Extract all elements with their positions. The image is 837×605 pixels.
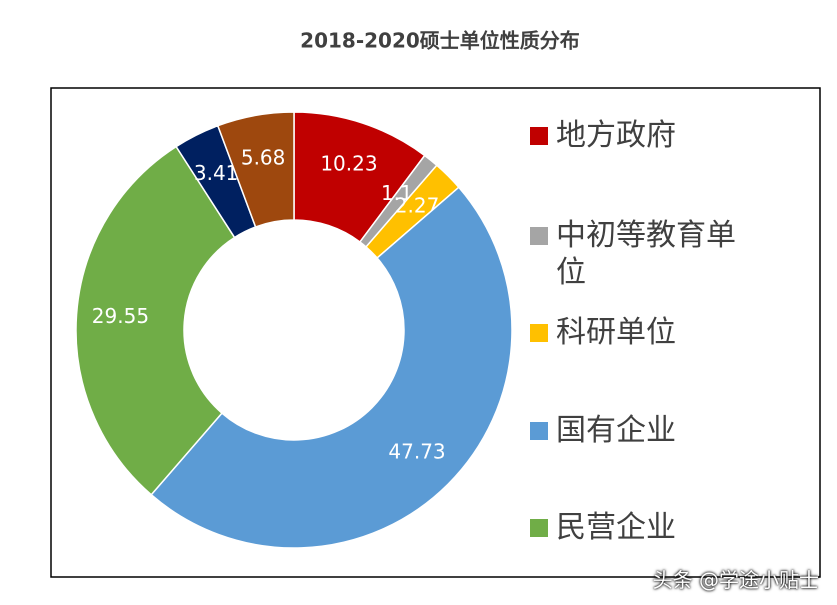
- legend-swatch: [530, 519, 548, 537]
- data-label: 47.73: [388, 440, 445, 464]
- legend-swatch: [530, 227, 548, 245]
- legend-item: 国有企业: [530, 412, 752, 449]
- legend-item: 中初等教育单位: [530, 217, 752, 291]
- legend-swatch: [530, 324, 548, 342]
- data-label: 10.23: [320, 151, 377, 175]
- legend-item: 地方政府: [530, 117, 752, 154]
- watermark: 头条 @学途小贴士: [652, 568, 819, 592]
- data-label: 29.55: [92, 304, 149, 328]
- chart-title: 2018-2020硕士单位性质分布: [300, 29, 580, 53]
- legend-label: 国有企业: [556, 413, 676, 448]
- legend-label: 中初等教育单位: [556, 218, 736, 290]
- legend-label: 科研单位: [556, 315, 676, 350]
- data-label: 3.41: [194, 161, 239, 185]
- data-label: 5.68: [241, 145, 286, 169]
- plot-frame: [50, 87, 821, 578]
- legend-item: 科研单位: [530, 314, 752, 351]
- legend-swatch: [530, 127, 548, 145]
- legend-label: 民营企业: [556, 510, 676, 545]
- donut-slice: [150, 186, 513, 549]
- legend-label: 地方政府: [556, 118, 676, 153]
- donut-slice: [75, 145, 236, 496]
- donut-slice: [216, 111, 295, 228]
- legend-swatch: [530, 422, 548, 440]
- legend-item: 民营企业: [530, 509, 752, 546]
